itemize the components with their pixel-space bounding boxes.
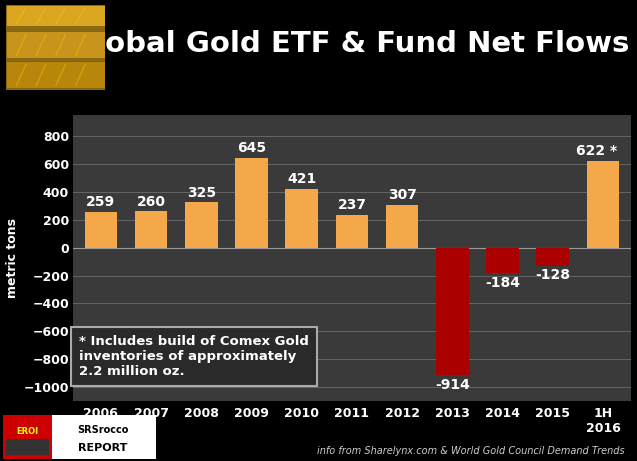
Text: -184: -184 <box>485 276 520 290</box>
Text: 645: 645 <box>237 141 266 155</box>
Bar <box>336 215 368 248</box>
Bar <box>6 61 105 88</box>
Text: info from Sharelynx.com & World Gold Council Demand Trends: info from Sharelynx.com & World Gold Cou… <box>317 446 624 456</box>
Text: 307: 307 <box>388 189 417 202</box>
Bar <box>536 248 569 266</box>
Bar <box>285 189 318 248</box>
Text: * Includes build of Comex Gold
inventories of approximately
2.2 million oz.: * Includes build of Comex Gold inventori… <box>79 335 309 378</box>
Text: 325: 325 <box>187 186 216 200</box>
Bar <box>3 415 52 459</box>
Text: -914: -914 <box>435 378 470 392</box>
Bar <box>85 212 117 248</box>
Text: -128: -128 <box>535 268 570 282</box>
Text: SRSrocco: SRSrocco <box>77 425 128 435</box>
Bar <box>436 248 469 375</box>
Text: Global Gold ETF & Fund Net Flows: Global Gold ETF & Fund Net Flows <box>71 30 629 58</box>
Bar <box>6 5 105 26</box>
Bar <box>235 158 268 248</box>
Bar <box>6 439 49 455</box>
Text: 259: 259 <box>86 195 115 209</box>
Bar <box>486 248 519 273</box>
Y-axis label: metric tons: metric tons <box>6 218 19 298</box>
Text: EROI: EROI <box>17 427 39 436</box>
Text: 237: 237 <box>338 198 366 212</box>
Text: 622 *: 622 * <box>576 144 617 159</box>
Text: 260: 260 <box>136 195 166 209</box>
Bar <box>185 202 218 248</box>
Bar <box>135 212 168 248</box>
Bar <box>587 161 619 248</box>
Text: 421: 421 <box>287 172 317 187</box>
Bar <box>386 205 419 248</box>
Text: REPORT: REPORT <box>78 443 127 453</box>
Bar <box>6 31 105 58</box>
